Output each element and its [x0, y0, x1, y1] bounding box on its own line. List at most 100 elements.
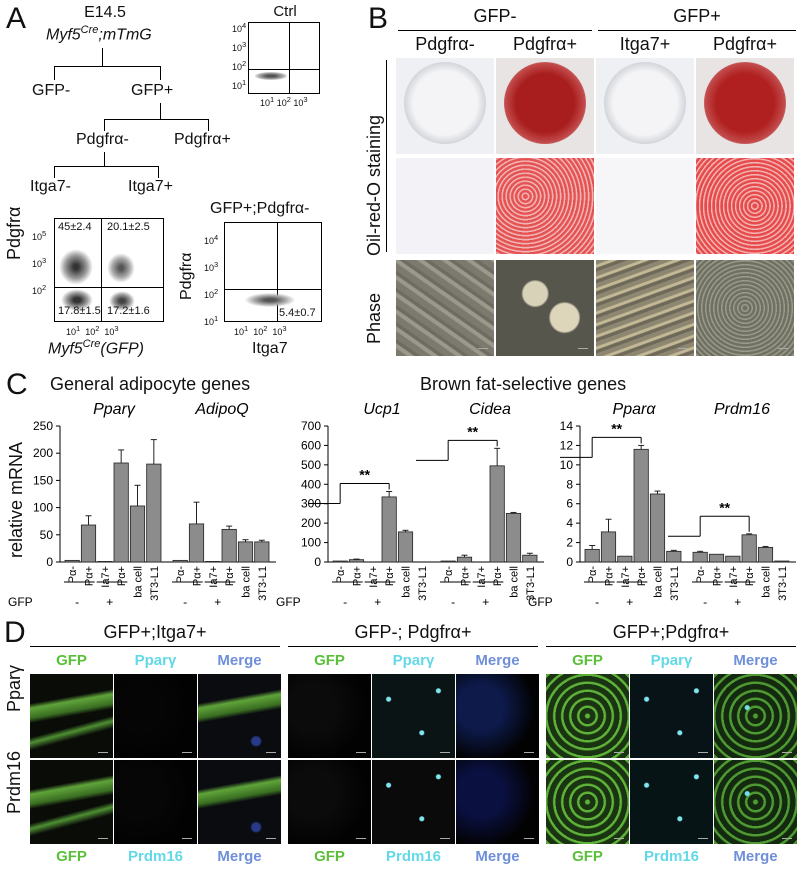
x-tick-label: Ia7+	[728, 566, 740, 588]
y-tick-label: 50	[40, 528, 54, 542]
fc2-flow-plot: 5.4±0.7	[224, 222, 322, 322]
x-tick-label: Pα+	[224, 566, 236, 586]
bar	[741, 534, 757, 563]
d-channel-label: Pparγ	[134, 652, 177, 669]
ctrl-xticks: 101 102 103	[260, 95, 308, 108]
d-channel-label: Prdm16	[643, 848, 700, 865]
panel-label-d: D	[4, 616, 26, 649]
row-label-phase: Phase	[364, 292, 384, 344]
fc1-ylabel: Pdgfrα	[4, 206, 24, 260]
bar	[146, 463, 162, 563]
row-bracket	[386, 60, 387, 252]
d-micro-image	[114, 674, 197, 758]
ctrl-yticks: 104 103 102 101	[232, 21, 247, 91]
phase-image	[396, 260, 494, 356]
d-channel-label: Prdm16	[127, 848, 184, 865]
fc2-xlabel: Itga7	[252, 340, 288, 357]
embryo-stage: E14.5	[84, 4, 126, 21]
gfp-mark: +	[214, 595, 221, 609]
y-tick-label: 10	[560, 458, 574, 472]
stain-micro-image	[396, 158, 494, 254]
d-channel-label: Merge	[217, 652, 262, 669]
phase-image	[496, 260, 594, 356]
bar	[505, 513, 522, 563]
genotype-label: Myf5Cre;mTmG	[46, 24, 152, 44]
x-tick-label: Pα+	[604, 566, 616, 586]
x-tick-label: ba cell	[509, 566, 521, 598]
y-tick-label: 700	[301, 419, 321, 433]
tree-line	[54, 66, 160, 67]
x-tick-label: 3T3-L1	[777, 566, 789, 601]
bar	[113, 462, 129, 563]
d-channel-label: GFP	[572, 848, 603, 865]
gfp-mark: -	[451, 595, 455, 609]
d-group-line	[288, 646, 538, 647]
y-tick-label: 12	[560, 438, 574, 452]
d-channel-label: GFP	[314, 848, 345, 865]
d-channel-label: GFP	[572, 652, 603, 669]
d-channel-label: Merge	[475, 652, 520, 669]
group-line	[598, 30, 796, 31]
bar	[188, 523, 205, 563]
d-channel-label: Merge	[217, 848, 262, 865]
x-tick-label: ba cell	[653, 566, 665, 598]
fc1-xticks: 101 102 103	[66, 324, 119, 337]
d-row-pparg: Pparγ	[4, 664, 24, 712]
well-image	[396, 58, 494, 154]
gene-title: AdipoQ	[194, 401, 248, 418]
fc2-xticks: 101 102 103	[234, 324, 287, 337]
node-gfp-minus: GFP-	[32, 82, 71, 99]
d-micro-image	[198, 674, 281, 758]
bar	[221, 528, 237, 563]
gene-title: Ucp1	[363, 401, 400, 418]
y-tick-label: 200	[301, 516, 321, 530]
d-micro-image	[30, 760, 113, 844]
x-tick-label: ba cell	[761, 566, 773, 598]
x-tick-label: ba cell	[241, 566, 253, 598]
y-tick-label: 0	[46, 555, 53, 569]
x-tick-label: Pα-	[443, 566, 455, 584]
d-group-2: GFP-; Pdgfrα+	[354, 622, 472, 642]
bar	[633, 448, 649, 563]
bar	[348, 559, 365, 563]
node-pdgfra-minus: Pdgfrα-	[76, 131, 129, 148]
bar	[237, 541, 254, 563]
d-micro-image	[30, 674, 113, 758]
x-tick-label: Ia7+	[208, 566, 220, 588]
tree-line	[102, 48, 103, 66]
y-tick-label: 2	[566, 536, 573, 550]
gfp-mark: +	[626, 595, 633, 609]
x-tick-label: Pα-	[695, 566, 707, 584]
bar	[80, 524, 97, 563]
well-image	[596, 58, 694, 154]
group-gfp-minus: GFP-	[473, 6, 517, 26]
tree-line	[158, 166, 159, 178]
x-tick-label: 3T3-L1	[149, 566, 161, 601]
y-tick-label: 0	[566, 555, 573, 569]
bar	[489, 465, 505, 563]
bar	[522, 554, 538, 563]
y-tick-label: 8	[566, 477, 573, 491]
col-pdgfra-plus: Pdgfrα+	[513, 34, 577, 54]
well-image	[696, 58, 794, 154]
bar	[205, 561, 221, 563]
x-tick-label: Pα+	[636, 566, 648, 586]
gfp-mark: -	[595, 595, 599, 609]
sig-star: **	[719, 499, 730, 515]
tree-line	[104, 119, 208, 120]
x-tick-label: 3T3-L1	[525, 566, 537, 601]
x-tick-label: Ia7+	[620, 566, 632, 588]
d-micro-image	[714, 674, 797, 758]
d-micro-image	[456, 674, 539, 758]
x-tick-label: Ia7+	[368, 566, 380, 588]
node-itga7-plus: Itga7+	[128, 178, 173, 195]
d-micro-image	[546, 760, 629, 844]
d-group-line	[30, 646, 280, 647]
y-tick-label: 500	[301, 458, 321, 472]
tree-line	[54, 166, 158, 167]
y-tick-label: 6	[566, 497, 573, 511]
gfp-mark: +	[374, 595, 381, 609]
ctrl-title: Ctrl	[273, 3, 297, 20]
brown-title: Brown fat-selective genes	[420, 374, 627, 394]
